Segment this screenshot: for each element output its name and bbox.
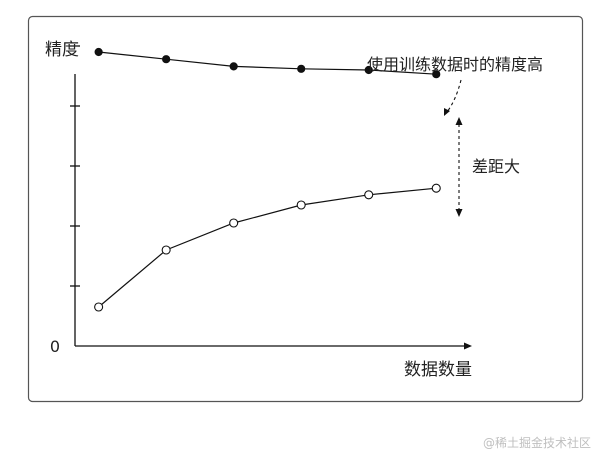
series-2-point-3 (229, 218, 239, 228)
axes (74, 74, 472, 350)
gap-arrow-bottom-head (455, 209, 463, 217)
series-markers (94, 47, 441, 312)
series-1-point-5 (364, 65, 373, 75)
y-axis-label: 精度 (45, 40, 79, 60)
x-axis-arrowhead (464, 342, 472, 350)
training-annotation-arrow (446, 79, 462, 113)
y-origin-label: 0 (50, 337, 60, 356)
series-2-point-1 (94, 302, 104, 312)
y-ticks (70, 45, 80, 287)
series-lines (98, 51, 437, 308)
series-1-point-4 (297, 64, 306, 73)
series-2-point-4 (296, 200, 306, 210)
gap-arrow-top-head (455, 117, 463, 125)
training-annotation-arrowhead (444, 108, 450, 116)
series-1-point-1 (94, 47, 103, 57)
series-2-line (98, 187, 437, 308)
series-2-point-5 (364, 190, 374, 200)
x-axis-label: 数据数量 (404, 360, 472, 380)
training-accuracy-annotation: 使用训练数据时的精度高 (367, 55, 543, 74)
series-1-line (98, 51, 437, 75)
chart-frame (27, 15, 584, 403)
series-1-point-3 (229, 62, 238, 71)
series-2-point-2 (161, 245, 171, 255)
gap-annotation: 差距大 (472, 157, 520, 176)
series-1-point-2 (162, 55, 171, 64)
series-1-point-6 (432, 70, 441, 79)
watermark: @稀土掘金技术社区 (482, 436, 591, 450)
series-2-point-6 (431, 183, 441, 193)
